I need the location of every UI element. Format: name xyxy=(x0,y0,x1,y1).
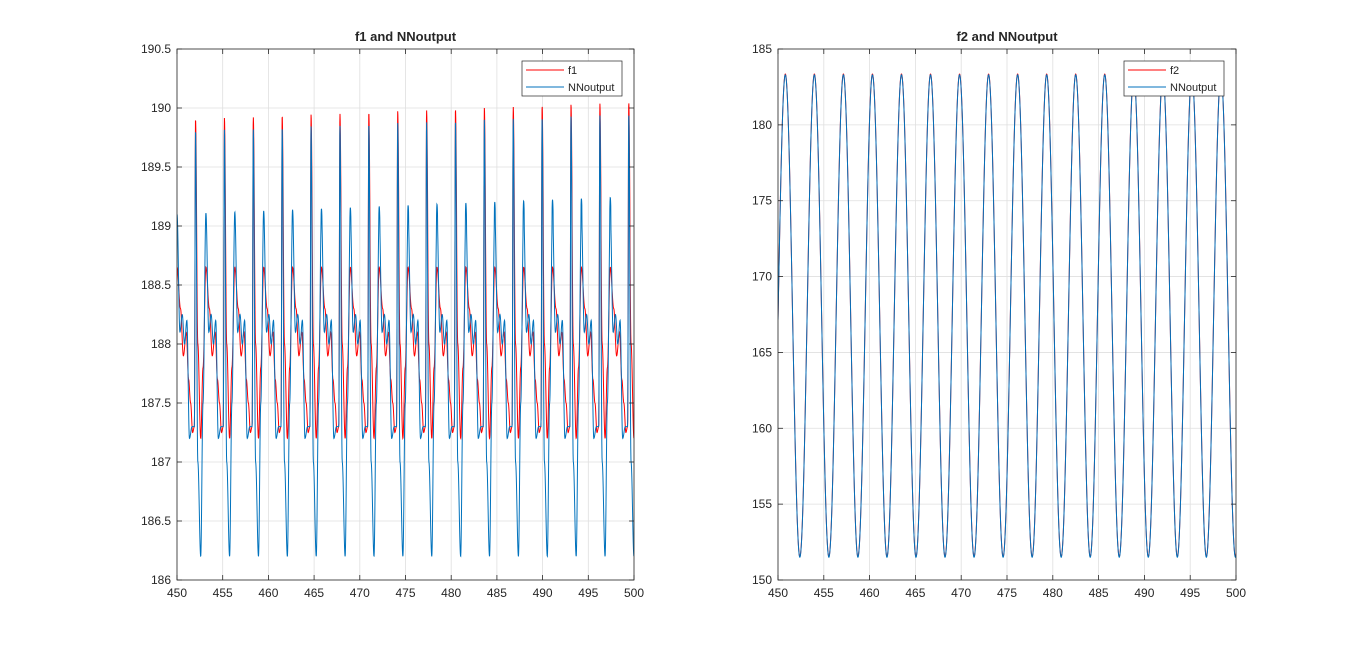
legend-f2: f2 NNoutput xyxy=(1123,60,1225,97)
axes-f1: 450 455 460 465 470 475 480 485 490 495 500 186 186.… xyxy=(141,29,644,600)
x-tick-label: 455 xyxy=(814,586,834,600)
y-tick-label: 189.5 xyxy=(141,160,171,174)
y-tick-label: 190 xyxy=(151,101,171,115)
legend-box-f1 xyxy=(521,60,623,97)
y-tick-label: 180 xyxy=(752,118,772,132)
ticks-f2: 450 455 460 465 470 475 480 485 490 495 500 150 155 1… xyxy=(752,42,1246,600)
axes-f2: 450 455 460 465 470 475 480 485 490 495 500 150 155 1… xyxy=(752,29,1246,600)
y-tick-label: 186.5 xyxy=(141,514,171,528)
legend-box-f2 xyxy=(1123,60,1225,97)
y-tick-label: 150 xyxy=(752,573,772,587)
x-tick-label: 450 xyxy=(167,586,187,600)
y-tick-label: 186 xyxy=(151,573,171,587)
x-tick-label: 485 xyxy=(1089,586,1109,600)
y-tick-label: 155 xyxy=(752,497,772,511)
y-tick-label: 187.5 xyxy=(141,396,171,410)
legend-label-f1: f1 xyxy=(568,65,577,77)
x-tick-label: 490 xyxy=(1134,586,1154,600)
x-tick-label: 490 xyxy=(533,586,553,600)
x-tick-label: 485 xyxy=(487,586,507,600)
y-tick-label: 175 xyxy=(752,194,772,208)
x-tick-label: 480 xyxy=(441,586,461,600)
x-tick-label: 455 xyxy=(213,586,233,600)
y-tick-label: 188 xyxy=(151,337,171,351)
y-tick-label: 165 xyxy=(752,345,772,359)
x-tick-label: 475 xyxy=(395,586,415,600)
y-tick-label: 185 xyxy=(752,42,772,56)
y-tick-label: 170 xyxy=(752,270,772,284)
legend-label-nnoutput-2: NNoutput xyxy=(1170,82,1216,94)
x-tick-label: 495 xyxy=(578,586,598,600)
series-line-nnoutput-2 xyxy=(778,74,1236,558)
y-tick-label: 187 xyxy=(151,455,171,469)
x-tick-label: 465 xyxy=(905,586,925,600)
chart-title-f1: f1 and NNoutput xyxy=(355,29,457,44)
x-tick-label: 450 xyxy=(768,586,788,600)
x-tick-label: 460 xyxy=(258,586,278,600)
legend-label-nnoutput-1: NNoutput xyxy=(568,82,614,94)
y-tick-label: 189 xyxy=(151,219,171,233)
legend-f1: f1 NNoutput xyxy=(521,60,623,97)
x-tick-label: 470 xyxy=(350,586,370,600)
x-tick-label: 460 xyxy=(860,586,880,600)
x-tick-label: 470 xyxy=(951,586,971,600)
x-tick-label: 495 xyxy=(1180,586,1200,600)
series-line-f1 xyxy=(177,103,634,441)
x-tick-label: 465 xyxy=(304,586,324,600)
x-tick-label: 475 xyxy=(997,586,1017,600)
x-tick-label: 500 xyxy=(624,586,644,600)
x-tick-label: 500 xyxy=(1226,586,1246,600)
chart-title-f2: f2 and NNoutput xyxy=(956,29,1058,44)
legend-label-f2: f2 xyxy=(1170,65,1179,77)
y-tick-label: 160 xyxy=(752,421,772,435)
y-tick-label: 188.5 xyxy=(141,278,171,292)
y-tick-label: 190.5 xyxy=(141,42,171,56)
x-tick-label: 480 xyxy=(1043,586,1063,600)
series-line-nnoutput-1 xyxy=(177,115,634,559)
ticks-f1: 450 455 460 465 470 475 480 485 490 495 500 186 186.… xyxy=(141,42,644,600)
